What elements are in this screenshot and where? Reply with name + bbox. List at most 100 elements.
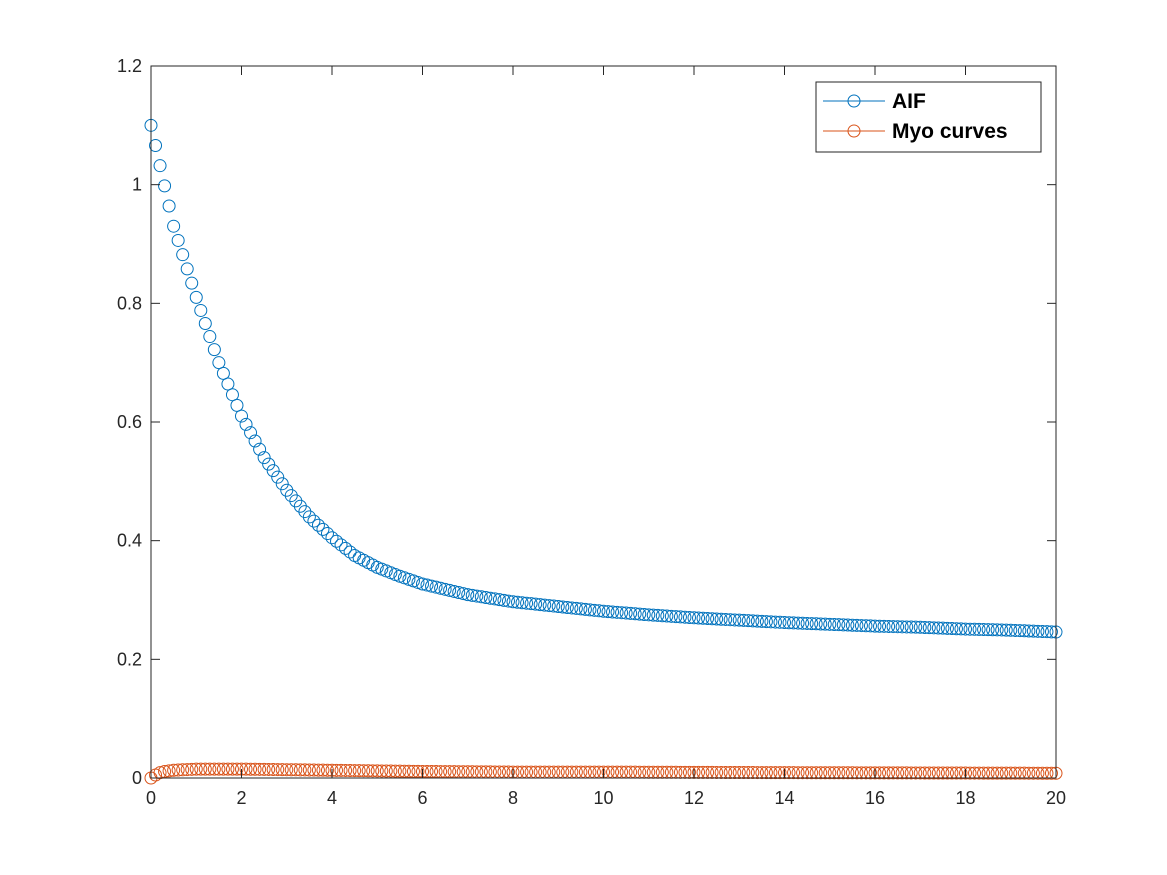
- data-point: [705, 612, 719, 626]
- data-point: [606, 605, 620, 619]
- data-point: [741, 614, 755, 628]
- data-point: [999, 623, 1013, 637]
- data-point: [366, 764, 380, 778]
- data-point: [977, 623, 991, 637]
- data-point: [1040, 766, 1054, 780]
- data-point: [524, 597, 538, 611]
- data-point: [216, 366, 230, 380]
- data-point: [904, 620, 918, 634]
- data-point: [1035, 625, 1049, 639]
- data-point: [158, 179, 172, 193]
- data-point: [388, 764, 402, 778]
- x-tick-label: 2: [236, 788, 246, 808]
- data-point: [203, 762, 217, 776]
- data-point: [280, 763, 294, 777]
- data-point: [330, 534, 344, 548]
- data-point: [818, 766, 832, 780]
- data-point: [873, 766, 887, 780]
- data-point: [587, 603, 601, 617]
- data-point: [533, 598, 547, 612]
- data-point: [171, 763, 185, 777]
- data-point: [863, 619, 877, 633]
- y-tick-label: 0.6: [117, 412, 142, 432]
- data-point: [750, 766, 764, 780]
- data-point: [1004, 623, 1018, 637]
- data-point: [773, 615, 787, 629]
- y-tick-label: 1.2: [117, 56, 142, 76]
- data-point: [375, 764, 389, 778]
- data-point: [1035, 766, 1049, 780]
- data-markers: [144, 118, 1063, 785]
- data-point: [796, 766, 810, 780]
- data-point: [701, 612, 715, 626]
- data-point: [809, 766, 823, 780]
- data-point: [791, 766, 805, 780]
- data-point: [379, 764, 393, 778]
- series-aif: [144, 118, 1063, 639]
- y-tick-label: 0.2: [117, 649, 142, 669]
- data-point: [728, 613, 742, 627]
- x-tick-label: 10: [593, 788, 613, 808]
- data-point: [977, 766, 991, 780]
- data-point: [221, 377, 235, 391]
- y-tick-label: 0.4: [117, 531, 142, 551]
- data-point: [873, 619, 887, 633]
- legend: AIF Myo curves: [815, 81, 1042, 153]
- data-point: [429, 580, 443, 594]
- data-point: [216, 762, 230, 776]
- data-point: [615, 606, 629, 620]
- data-point: [239, 417, 253, 431]
- data-point: [298, 763, 312, 777]
- data-point: [1008, 766, 1022, 780]
- data-point: [1031, 766, 1045, 780]
- data-point: [891, 766, 905, 780]
- data-point: [999, 766, 1013, 780]
- data-point: [927, 766, 941, 780]
- data-point: [823, 766, 837, 780]
- data-point: [859, 619, 873, 633]
- data-point: [940, 766, 954, 780]
- data-point: [474, 590, 488, 604]
- data-point: [153, 159, 167, 173]
- data-point: [583, 603, 597, 617]
- x-tick-label: 4: [327, 788, 337, 808]
- data-point: [465, 588, 479, 602]
- data-point: [230, 762, 244, 776]
- data-point: [262, 762, 276, 776]
- data-point: [773, 766, 787, 780]
- data-point: [492, 593, 506, 607]
- data-point: [420, 578, 434, 592]
- data-point: [1040, 625, 1054, 639]
- data-point: [316, 763, 330, 777]
- data-point: [316, 522, 330, 536]
- axes: 0 2 4 6 8 10 12 14 16 18 20 0 0.2 0.4 0.6 0.8 1 1.2: [117, 56, 1066, 808]
- data-point: [153, 766, 167, 780]
- data-point: [895, 620, 909, 634]
- data-point: [732, 766, 746, 780]
- data-point: [836, 618, 850, 632]
- data-point: [1017, 624, 1031, 638]
- data-point: [1026, 624, 1040, 638]
- data-point: [325, 531, 339, 545]
- x-tick-label: 8: [508, 788, 518, 808]
- data-point: [339, 763, 353, 777]
- data-point: [221, 762, 235, 776]
- data-point: [687, 611, 701, 625]
- data-point: [162, 764, 176, 778]
- data-point: [755, 766, 769, 780]
- x-tick-label: 18: [955, 788, 975, 808]
- data-point: [538, 598, 552, 612]
- data-point: [832, 766, 846, 780]
- data-point: [868, 766, 882, 780]
- data-point: [682, 611, 696, 624]
- data-point: [936, 766, 950, 780]
- data-point: [818, 617, 832, 631]
- data-point: [176, 248, 190, 262]
- data-point: [248, 762, 262, 776]
- data-point: [207, 343, 221, 357]
- x-tick-label: 14: [774, 788, 794, 808]
- data-point: [1017, 766, 1031, 780]
- data-point: [877, 619, 891, 633]
- data-point: [959, 766, 972, 780]
- data-point: [601, 605, 615, 619]
